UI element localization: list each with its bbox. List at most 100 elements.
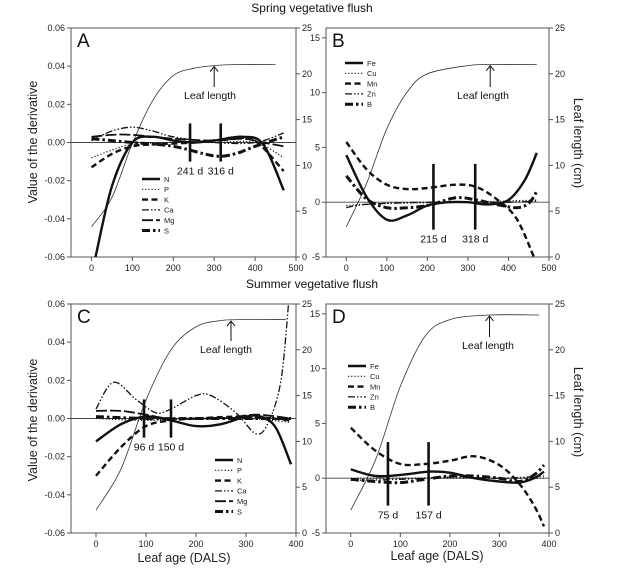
panel-d-xtick-label: 300: [492, 539, 507, 549]
panel-b-marker-label: 318 d: [462, 234, 488, 246]
panel-a-series-s: [91, 135, 285, 158]
panel-a-ylabel: Value of the derivative: [26, 81, 40, 204]
panel-d-frame: [325, 303, 550, 534]
panel-d-label: D: [332, 307, 346, 328]
panel-b-xtick-label: 100: [379, 263, 394, 273]
panel-c-xtick-label: 300: [238, 539, 253, 549]
panel-b-xtick-label: 500: [541, 263, 556, 273]
panel-d-plot-area: [326, 314, 549, 527]
panel-c-legend-label-n: N: [237, 456, 242, 465]
panel-c-ytick-label: 0.06: [47, 299, 65, 309]
panel-c-xtick-label: 100: [138, 539, 153, 549]
panel-b-xtick-label: 300: [460, 263, 475, 273]
panel-c-marker-label: 150 d: [158, 442, 184, 454]
panel-b-ytick-right-label: 10: [555, 160, 565, 170]
panel-b-xtick-label: 200: [420, 263, 435, 273]
panel-d-marker-label: 157 d: [415, 510, 441, 522]
panel-c-ytick-right-label: 20: [302, 345, 312, 355]
panel-c-xlabel: Leaf age (DALS): [137, 551, 230, 565]
panel-a-legend-label-ca: Ca: [164, 206, 174, 215]
panel-a-ytick-label: 0.04: [47, 61, 65, 71]
panel-c-legend-label-mg: Mg: [237, 497, 247, 506]
panel-d-ytick-right-label: 0: [555, 528, 560, 538]
panel-b-legend-label-b: B: [367, 100, 372, 109]
panel-c-arrowhead-icon: [226, 320, 236, 327]
panel-b-series-zn: [346, 200, 537, 209]
panel-a-series-k: [90, 136, 285, 172]
panel-c-series-s: [95, 415, 291, 421]
panel-a-arrowhead-icon: [209, 65, 219, 72]
panel-b-leaf-length-curve: [345, 64, 537, 227]
panel-b-ytick-label: -5: [312, 252, 320, 262]
panel-c-xtick-label: 0: [93, 539, 98, 549]
panel-a-leaf-length-curve: [91, 64, 276, 228]
panel-c-ytick-right-label: 5: [302, 482, 307, 492]
panel-c-ytick-right-label: 0: [302, 528, 307, 538]
panel-d-ytick-label: 10: [310, 364, 320, 374]
panel-a-legend-label-s: S: [164, 226, 169, 235]
panel-c-xtick-label: 200: [188, 539, 203, 549]
panel-c-ytick-label: 0.04: [47, 337, 65, 347]
panel-a-xtick-label: 400: [248, 263, 263, 273]
panel-a-xtick-label: 200: [166, 263, 181, 273]
panel-c-ytick-right-label: 10: [302, 436, 312, 446]
panel-a-ytick-label: 0.02: [47, 99, 65, 109]
panel-c-plot-area: [71, 304, 296, 511]
panel-d-marker-label: 75 d: [378, 510, 399, 522]
panel-b-ytick-right-label: 25: [555, 23, 565, 33]
panel-d-legend-label-fe: Fe: [370, 362, 379, 371]
panel-c-ytick-right-label: 15: [302, 391, 312, 401]
panel-b-ytick-right-label: 20: [555, 69, 565, 79]
panel-a-ytick-right-label: 15: [302, 115, 312, 125]
panel-a-legend-label-k: K: [164, 195, 169, 204]
panel-c-legend-label-ca: Ca: [237, 487, 247, 496]
panel-d-xtick-label: 400: [541, 539, 556, 549]
panel-c-ytick-label: 0.00: [47, 414, 65, 424]
panel-a-series-mg: [91, 133, 284, 148]
panel-b-series-b: [345, 174, 539, 210]
panel-c-ytick-label: 0.02: [47, 375, 65, 385]
panel-b-ytick-right-label: 15: [555, 115, 565, 125]
summer-title: Summer vegetative flush: [246, 277, 378, 291]
panel-a-ytick-label: 0.06: [47, 23, 65, 33]
panel-b: 0 100 200 300 400 500 -5 0 5 10 15 0 5 10 15 20 25 215 d 3…: [310, 23, 565, 273]
panel-a-marker-label: 316 d: [208, 166, 234, 178]
panel-a-ytick-label: -0.02: [44, 176, 65, 186]
panel-b-ytick-label: 5: [315, 142, 320, 152]
panel-d-legend-label-mn: Mn: [370, 382, 380, 391]
panel-a-ytick-right-label: 10: [302, 160, 312, 170]
panel-a-leaf-length-annotation: Leaf length: [184, 90, 236, 102]
panel-a-plot-area: [71, 64, 296, 257]
panel-b-ylabel-right: Leaf length (cm): [571, 98, 585, 188]
panel-c-series-ca: [95, 304, 290, 435]
panel-b-label: B: [332, 31, 345, 52]
panel-d-ytick-right-label: 20: [555, 345, 565, 355]
panel-a-legend-label-p: P: [164, 185, 169, 194]
panel-c-legend-label-s: S: [237, 507, 242, 516]
panel-c-legend-label-k: K: [237, 476, 242, 485]
panel-b-ytick-label: 10: [310, 88, 320, 98]
panel-a-legend-label-mg: Mg: [164, 216, 174, 225]
panel-c-marker-label: 96 d: [134, 442, 155, 454]
panel-b-leaf-length-annotation: Leaf length: [457, 90, 509, 102]
panel-b-ytick-label: 15: [310, 33, 320, 43]
panel-a: 0 100 200 300 400 500-0.06-0.04-0.020.000.020…: [44, 23, 312, 273]
panel-d-ytick-label: 0: [315, 473, 320, 483]
panel-c-ytick-label: -0.06: [44, 528, 65, 538]
panel-b-ytick-right-label: 0: [555, 252, 560, 262]
panel-b-legend-label-cu: Cu: [367, 69, 377, 78]
panel-b-legend-label-fe: Fe: [367, 59, 376, 68]
panel-a-xtick-label: 100: [125, 263, 140, 273]
panel-d-ytick-label: -5: [312, 528, 320, 538]
panel-b-marker-label: 215 d: [420, 234, 446, 246]
panel-b-legend-label-zn: Zn: [367, 90, 376, 99]
panel-b-series-mn: [345, 141, 536, 257]
panel-c-ytick-label: -0.04: [44, 490, 65, 500]
panel-a-series-n: [94, 135, 285, 257]
panel-b-ytick-right-label: 5: [555, 206, 560, 216]
panel-c-legend-label-p: P: [237, 466, 242, 475]
panel-c-leaf-length-annotation: Leaf length: [200, 344, 252, 356]
panel-a-marker-label: 241 d: [177, 166, 203, 178]
panel-d-legend-label-zn: Zn: [370, 393, 379, 402]
